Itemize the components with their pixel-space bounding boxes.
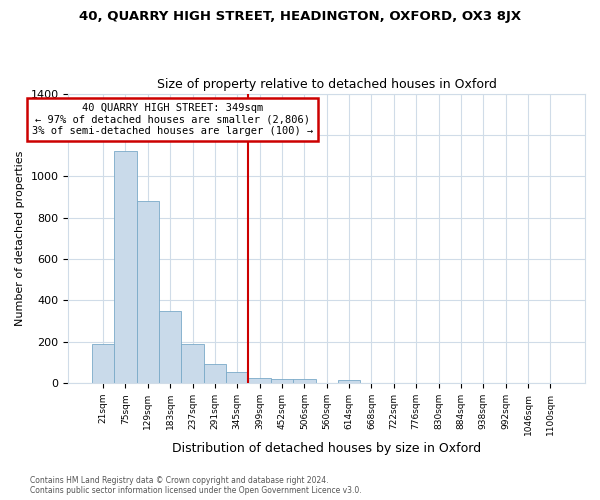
Title: Size of property relative to detached houses in Oxford: Size of property relative to detached ho… [157,78,497,91]
Bar [338,380,360,383]
Bar [92,344,114,383]
Bar [114,152,137,383]
Bar [159,311,181,383]
Bar [271,379,293,383]
X-axis label: Distribution of detached houses by size in Oxford: Distribution of detached houses by size … [172,442,481,455]
Bar [181,344,204,383]
Text: Contains HM Land Registry data © Crown copyright and database right 2024.
Contai: Contains HM Land Registry data © Crown c… [30,476,362,495]
Bar [137,201,159,383]
Bar [248,378,271,383]
Text: 40 QUARRY HIGH STREET: 349sqm
← 97% of detached houses are smaller (2,806)
3% of: 40 QUARRY HIGH STREET: 349sqm ← 97% of d… [32,103,313,136]
Bar [293,379,316,383]
Bar [226,372,248,383]
Y-axis label: Number of detached properties: Number of detached properties [15,150,25,326]
Bar [204,364,226,383]
Text: 40, QUARRY HIGH STREET, HEADINGTON, OXFORD, OX3 8JX: 40, QUARRY HIGH STREET, HEADINGTON, OXFO… [79,10,521,23]
